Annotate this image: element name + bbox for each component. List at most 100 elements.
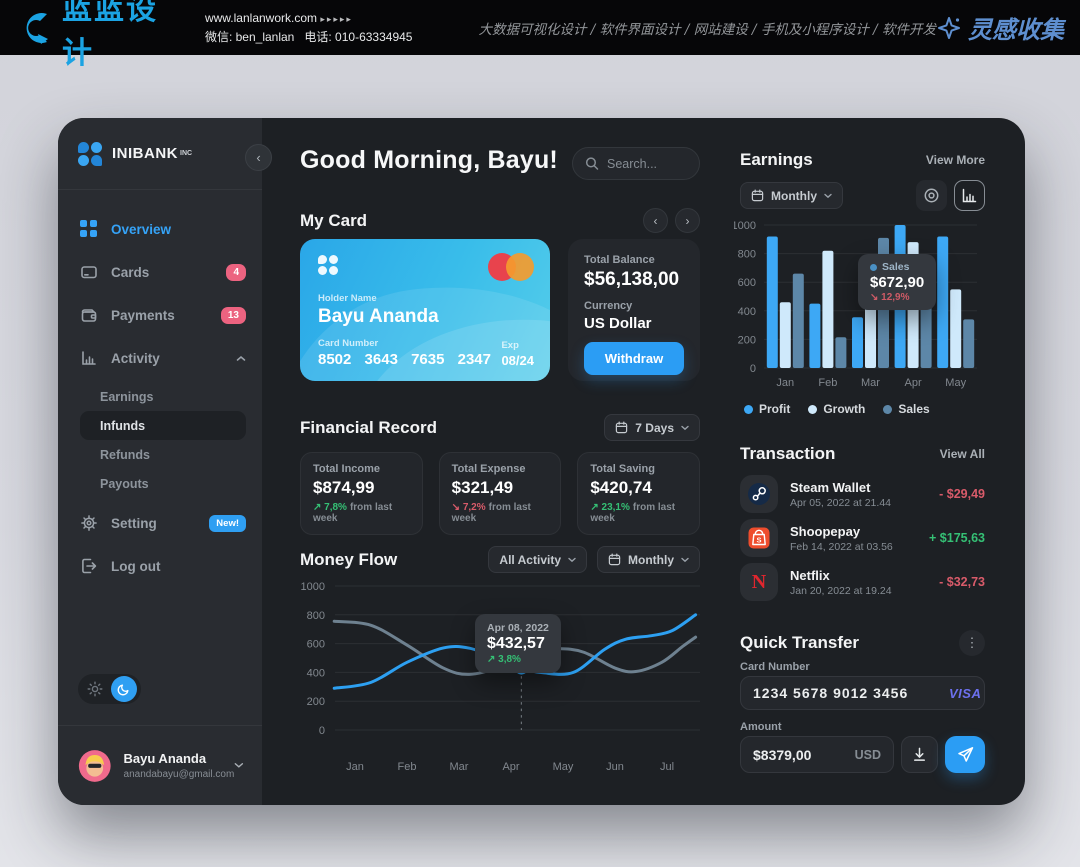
view-more-link[interactable]: View More [925, 153, 985, 167]
transaction-row-steam[interactable]: Steam Wallet Apr 05, 2022 at 21.44 - $29… [740, 472, 985, 516]
money-flow-title: Money Flow [300, 549, 398, 569]
theme-toggle[interactable] [78, 674, 141, 704]
earnings-title: Earnings [740, 150, 813, 169]
sidebar-item-payments[interactable]: Payments 13 [80, 300, 246, 330]
donut-chart-toggle[interactable] [916, 180, 947, 211]
svg-text:0: 0 [750, 363, 756, 375]
svg-text:800: 800 [307, 610, 325, 622]
sidebar-item-activity[interactable]: Activity [80, 343, 246, 373]
earnings-tooltip: Sales $672,90 ↘ 12,9% [858, 254, 937, 310]
more-options-button[interactable]: ⋮ [959, 630, 985, 656]
transaction-title: Transaction [740, 444, 836, 463]
svg-text:Feb: Feb [818, 377, 837, 389]
banner-site[interactable]: www.lanlanwork.com [204, 11, 318, 25]
tooltip-series-dot [870, 263, 877, 271]
activity-chart-icon [82, 351, 96, 365]
user-name: Bayu Ananda [123, 751, 207, 766]
chevron-down-icon [568, 557, 576, 562]
card-number-input[interactable] [753, 685, 949, 701]
gear-icon [81, 515, 97, 531]
withdraw-button[interactable]: Withdraw [584, 342, 684, 375]
record-label: Total Saving [590, 463, 655, 475]
svg-text:800: 800 [738, 249, 756, 261]
credit-card[interactable]: Holder Name Bayu Ananda Card Number 8502… [300, 239, 550, 381]
svg-text:200: 200 [738, 334, 756, 346]
banner-contact: www.lanlanwork.com ▸▸▸▸▸ 微信: ben_lanlan … [205, 9, 413, 46]
download-icon [914, 747, 925, 761]
sun-icon [87, 681, 103, 697]
svg-text:0: 0 [319, 725, 325, 737]
legend-item: Growth [808, 402, 865, 416]
transaction-row-shoopepay[interactable]: S Shoopepay Feb 14, 2022 at 03.56 + $175… [740, 516, 985, 560]
sidebar-subitem-refunds[interactable]: Refunds [80, 440, 246, 469]
sidebar-collapse-button[interactable]: ‹ [245, 144, 272, 171]
calendar-icon [751, 189, 764, 202]
record-card-saving: Total Saving $420,74 ↗ 23,1% from last we… [577, 452, 701, 535]
sidebar-subitem-payouts[interactable]: Payouts [80, 469, 246, 498]
main-column: Good Morning, Bayu! My Card ‹ › [300, 118, 701, 805]
activity-filter-dropdown[interactable]: All Activity [488, 546, 587, 573]
svg-text:Jun: Jun [606, 761, 624, 773]
card-next-button[interactable]: › [675, 208, 700, 233]
search-input[interactable] [607, 156, 687, 171]
earnings-chart[interactable]: 0 200 400 600 800 1000 Jan Feb Mar Apr May Sales $… [732, 218, 990, 396]
svg-text:Mar: Mar [861, 377, 880, 389]
tooltip-delta: ↘ 12,9% [870, 292, 910, 303]
bar-chart-icon [962, 188, 977, 203]
sidebar-item-label: Log out [111, 558, 161, 574]
view-all-link[interactable]: View All [939, 447, 985, 461]
record-delta: ↗ 7,8% [313, 502, 347, 513]
my-card-title: My Card [300, 210, 368, 230]
tooltip-delta: ↗ 3,8% [487, 654, 521, 665]
brand: INIBANK INC [58, 118, 262, 190]
monthly-filter-value: Monthly [628, 552, 674, 567]
period-dropdown[interactable]: 7 Days [604, 414, 700, 441]
sidebar-item-setting[interactable]: Setting New! [80, 508, 246, 538]
svg-text:400: 400 [738, 306, 756, 318]
sidebar-nav: Overview Cards 4 Payments 13 Activity [58, 190, 262, 581]
amount-input[interactable] [753, 746, 833, 763]
sidebar-subitem-infunds[interactable]: Infunds [80, 411, 246, 440]
avatar [78, 749, 111, 782]
sidebar-item-logout[interactable]: Log out [80, 551, 246, 581]
sidebar-item-overview[interactable]: Overview [80, 214, 246, 244]
svg-text:Apr: Apr [905, 377, 922, 389]
monthly-filter-dropdown[interactable]: Monthly [597, 546, 700, 573]
download-button[interactable] [901, 736, 938, 773]
earnings-period-dropdown[interactable]: Monthly [740, 182, 843, 209]
legend-item: Sales [883, 402, 930, 416]
svg-text:Apr: Apr [502, 761, 519, 773]
svg-text:600: 600 [738, 277, 756, 289]
transaction-row-netflix[interactable]: N Netflix Jan 20, 2022 at 19.24 - $32,73 [740, 560, 985, 604]
svg-text:Mar: Mar [450, 761, 469, 773]
currency-code: USD [854, 747, 881, 762]
card-number-field[interactable]: VISA [740, 676, 985, 710]
legend-label: Growth [823, 402, 866, 416]
balance-card: Total Balance $56,138,00 Currency US Dol… [568, 239, 700, 381]
quick-transfer-title: Quick Transfer [740, 633, 860, 652]
subitem-label: Earnings [100, 389, 154, 404]
send-button[interactable] [945, 736, 985, 773]
svg-text:600: 600 [307, 639, 325, 651]
money-flow-tooltip: Apr 08, 2022 $432,57 ↗ 3,8% [475, 614, 561, 673]
svg-text:1000: 1000 [301, 581, 325, 593]
user-email: anandabayu@gmail.com [123, 769, 235, 780]
moon-icon [117, 684, 129, 696]
transaction-date: Feb 14, 2022 at 03.56 [790, 540, 893, 553]
sidebar-subitem-earnings[interactable]: Earnings [80, 382, 246, 411]
money-flow-chart[interactable]: 0 200 400 600 800 1000 Jan Feb Mar Apr May Jun Jul A… [300, 578, 700, 778]
page-title: Good Morning, Bayu! [300, 146, 558, 174]
search-box[interactable] [572, 147, 700, 180]
sidebar-item-cards[interactable]: Cards 4 [80, 257, 246, 287]
bar-chart-toggle[interactable] [954, 180, 985, 211]
transaction-date: Apr 05, 2022 at 21.44 [790, 496, 891, 509]
card-prev-button[interactable]: ‹ [643, 208, 668, 233]
banner-collect[interactable]: 灵感收集 [936, 10, 1064, 45]
currency-label: Currency [584, 300, 633, 312]
amount-field[interactable]: USD [740, 736, 894, 773]
chevron-down-icon[interactable] [234, 762, 244, 769]
svg-text:May: May [553, 761, 574, 773]
brand-suffix: INC [180, 150, 193, 157]
tooltip-amount: $432,57 [487, 635, 545, 652]
user-profile[interactable]: Bayu Ananda anandabayu@gmail.com [58, 725, 262, 805]
